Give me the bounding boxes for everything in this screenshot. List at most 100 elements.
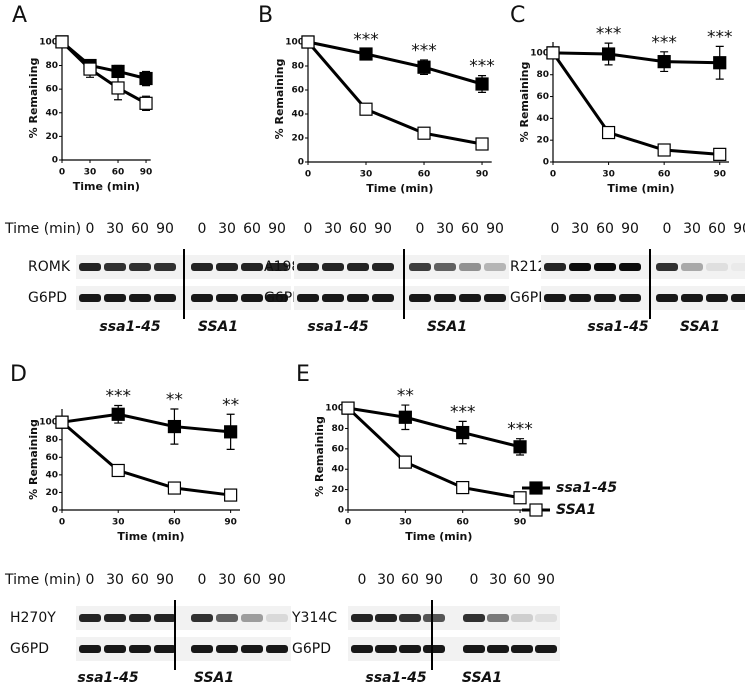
- time-label: Time (min): [4, 572, 81, 588]
- y-tick-label: 20: [331, 485, 344, 495]
- point: [546, 46, 560, 60]
- time-label: 60: [513, 572, 531, 588]
- time-label: 60: [243, 572, 261, 588]
- significance: ***: [596, 24, 622, 44]
- band: [266, 614, 288, 622]
- band: [399, 614, 421, 622]
- time-label: 90: [268, 572, 286, 588]
- x-tick-label: 30: [360, 170, 373, 180]
- x-tick-label: 60: [418, 170, 431, 180]
- band: [656, 294, 678, 302]
- time-label: 0: [198, 221, 207, 237]
- point: [657, 143, 671, 157]
- x-tick-label: 60: [658, 170, 671, 180]
- time-label: 0: [663, 221, 672, 237]
- band: [619, 263, 641, 271]
- band: [129, 294, 151, 302]
- band: [487, 645, 509, 653]
- band: [191, 645, 213, 653]
- y-axis-label: % Remaining: [518, 62, 531, 143]
- y-tick-label: 0: [52, 156, 58, 166]
- time-label: 90: [374, 221, 392, 237]
- band: [104, 263, 126, 271]
- band: [154, 294, 176, 302]
- band: [297, 294, 319, 302]
- point: [341, 401, 355, 415]
- legend-swatch: [529, 503, 543, 517]
- band: [129, 645, 151, 653]
- x-tick-label: 60: [456, 518, 469, 528]
- time-label: 0: [86, 572, 95, 588]
- band: [409, 263, 431, 271]
- group-label: ssa1-45: [99, 319, 160, 335]
- time-label: 30: [436, 221, 454, 237]
- band: [619, 294, 641, 302]
- significance: **: [397, 386, 414, 406]
- band: [423, 645, 445, 653]
- panel-letter: A: [12, 3, 27, 28]
- y-tick-label: 60: [45, 85, 58, 95]
- band: [681, 263, 703, 271]
- time-label: 30: [683, 221, 701, 237]
- x-tick-label: 90: [224, 518, 237, 528]
- y-axis-label: % Remaining: [313, 416, 326, 497]
- x-tick-label: 0: [59, 168, 65, 178]
- point: [139, 96, 153, 110]
- band: [569, 294, 591, 302]
- point: [713, 56, 727, 70]
- y-tick-label: 20: [291, 134, 304, 144]
- y-tick-label: 100: [285, 38, 304, 48]
- band: [191, 294, 213, 302]
- y-tick-label: 80: [45, 61, 58, 71]
- y-tick-label: 80: [291, 62, 304, 72]
- group-label: SSA1: [680, 319, 720, 335]
- x-axis-label: Time (min): [366, 182, 433, 195]
- band: [434, 263, 456, 271]
- y-tick-label: 0: [298, 158, 304, 168]
- significance: ***: [507, 420, 533, 440]
- y-axis-label: % Remaining: [27, 58, 40, 139]
- time-label: 30: [377, 572, 395, 588]
- band: [351, 614, 373, 622]
- significance: **: [166, 390, 183, 410]
- time-label: 0: [304, 221, 313, 237]
- time-label: 0: [416, 221, 425, 237]
- point: [456, 425, 470, 440]
- y-tick-label: 0: [543, 158, 549, 168]
- significance: ***: [469, 57, 495, 77]
- point: [224, 425, 238, 439]
- y-tick-label: 100: [325, 404, 344, 414]
- band: [511, 645, 533, 653]
- x-tick-label: 0: [345, 518, 351, 528]
- band: [297, 263, 319, 271]
- band: [399, 645, 421, 653]
- legend-swatch: [529, 481, 543, 495]
- time-label: 60: [596, 221, 614, 237]
- band: [129, 614, 151, 622]
- point: [224, 488, 238, 502]
- band: [706, 263, 728, 271]
- band: [594, 294, 616, 302]
- series-line: [346, 407, 521, 500]
- row-label: ROMK: [28, 259, 71, 275]
- band: [154, 645, 176, 653]
- band: [731, 294, 745, 302]
- y-tick-label: 100: [39, 37, 58, 47]
- x-axis-label: Time (min): [117, 530, 184, 543]
- series-line: [61, 412, 231, 434]
- y-tick-label: 40: [536, 114, 549, 124]
- point: [167, 481, 182, 495]
- band: [706, 294, 728, 302]
- time-label: 60: [708, 221, 726, 237]
- band: [484, 294, 506, 302]
- row-label: Y314C: [291, 610, 337, 626]
- x-tick-label: 30: [399, 518, 412, 528]
- time-label: 0: [551, 221, 560, 237]
- band: [191, 614, 213, 622]
- time-label: 0: [198, 572, 207, 588]
- x-tick-label: 0: [305, 170, 311, 180]
- legend-label: ssa1-45: [556, 480, 617, 496]
- point: [55, 35, 69, 49]
- point: [513, 491, 527, 505]
- significance: ***: [450, 402, 476, 422]
